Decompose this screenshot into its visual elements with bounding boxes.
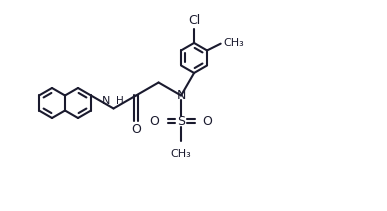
Text: O: O [131, 123, 141, 137]
Text: O: O [150, 115, 159, 128]
Text: O: O [202, 115, 212, 128]
Text: CH₃: CH₃ [224, 38, 245, 48]
Text: Cl: Cl [188, 14, 200, 27]
Text: N: N [176, 89, 186, 102]
Text: H: H [115, 96, 123, 107]
Text: S: S [177, 115, 185, 128]
Text: N: N [102, 96, 111, 107]
Text: CH₃: CH₃ [171, 150, 192, 160]
